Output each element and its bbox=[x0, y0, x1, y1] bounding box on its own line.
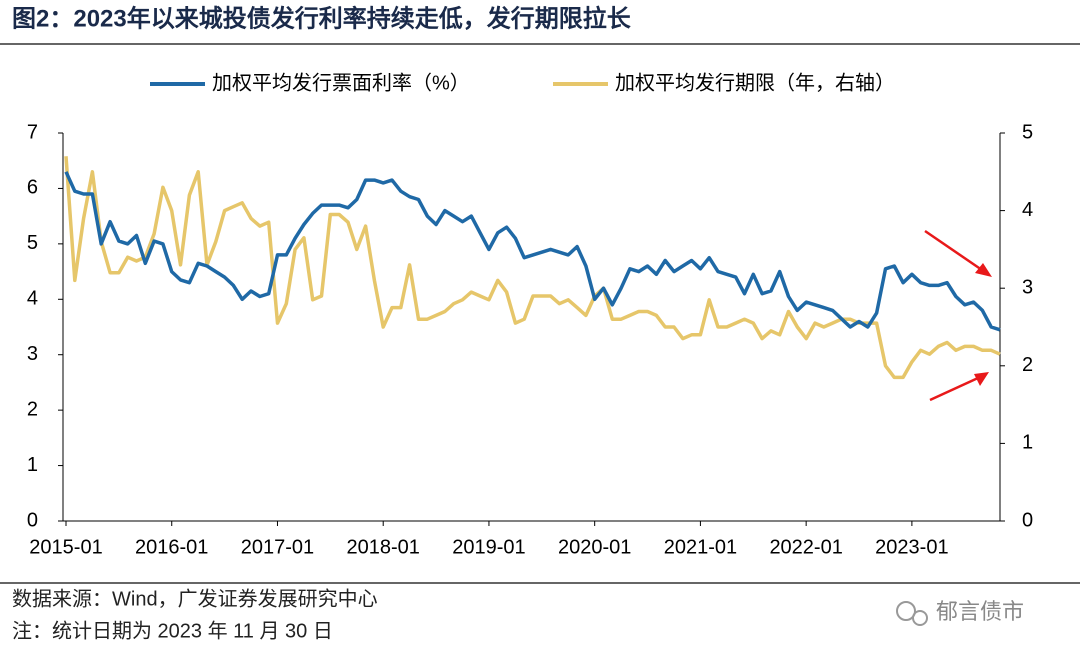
chart-title: 图2：2023年以来城投债发行利率持续走低，发行期限拉长 bbox=[12, 4, 632, 32]
y-tick-label: 5 bbox=[27, 232, 38, 254]
y-tick-label: 1 bbox=[27, 454, 38, 476]
y2-tick-label: 4 bbox=[1022, 199, 1033, 221]
x-tick-label: 2017-01 bbox=[241, 536, 314, 558]
y-tick-label: 7 bbox=[27, 121, 38, 143]
watermark-icon bbox=[896, 601, 928, 626]
source: 数据来源：Wind，广发证券发展研究中心 bbox=[12, 587, 378, 610]
x-tick-label: 2023-01 bbox=[875, 536, 948, 558]
arrows bbox=[924, 229, 992, 402]
x-tick-label: 2022-01 bbox=[769, 536, 842, 558]
x-tick-label: 2020-01 bbox=[558, 536, 631, 558]
legend-label: 加权平均发行期限（年，右轴） bbox=[615, 71, 895, 94]
watermark: 郁言债市 bbox=[936, 599, 1024, 624]
y-tick-label: 0 bbox=[27, 509, 38, 531]
y-tick-label: 2 bbox=[27, 398, 38, 420]
y2-tick-label: 1 bbox=[1022, 432, 1033, 454]
x-tick-label: 2021-01 bbox=[664, 536, 737, 558]
y2-tick-label: 0 bbox=[1022, 509, 1033, 531]
x-tick-label: 2018-01 bbox=[347, 536, 420, 558]
y-tick-label: 4 bbox=[27, 288, 38, 310]
y2-tick-label: 2 bbox=[1022, 354, 1033, 376]
y-tick-label: 6 bbox=[27, 177, 38, 199]
y2-tick-label: 3 bbox=[1022, 276, 1033, 298]
y-tick-label: 3 bbox=[27, 343, 38, 365]
legend-label: 加权平均发行票面利率（%） bbox=[212, 71, 470, 94]
x-tick-label: 2015-01 bbox=[29, 536, 102, 558]
x-tick-label: 2016-01 bbox=[135, 536, 208, 558]
x-tick-label: 2019-01 bbox=[452, 536, 525, 558]
note: 注：统计日期为 2023 年 11 月 30 日 bbox=[12, 619, 333, 642]
series-line bbox=[64, 171, 1001, 332]
y2-tick-label: 5 bbox=[1022, 121, 1033, 143]
